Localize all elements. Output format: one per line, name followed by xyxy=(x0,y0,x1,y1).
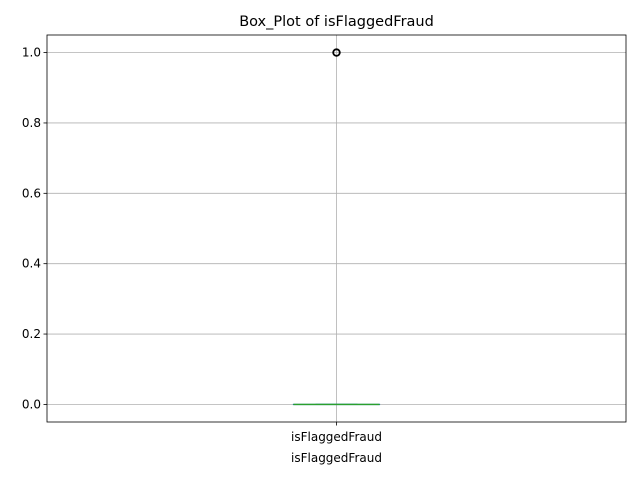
grid-lines xyxy=(47,35,626,422)
x-tick-label: isFlaggedFraud xyxy=(291,430,382,444)
y-tick-label: 0.4 xyxy=(22,257,41,271)
y-tick-label: 0.0 xyxy=(22,397,41,411)
x-axis-label: isFlaggedFraud xyxy=(291,451,382,465)
outlier-point xyxy=(332,48,341,57)
chart-title: Box_Plot of isFlaggedFraud xyxy=(239,14,434,30)
y-tick-label: 0.8 xyxy=(22,116,41,130)
y-axis-ticks: 0.0 0.2 0.4 0.6 0.8 1.0 xyxy=(22,46,47,411)
y-tick-label: 0.2 xyxy=(22,327,41,341)
y-tick-label: 0.6 xyxy=(22,186,41,200)
y-tick-label: 1.0 xyxy=(22,46,41,60)
box-elements xyxy=(292,48,381,406)
x-axis-ticks: isFlaggedFraud xyxy=(291,422,382,444)
